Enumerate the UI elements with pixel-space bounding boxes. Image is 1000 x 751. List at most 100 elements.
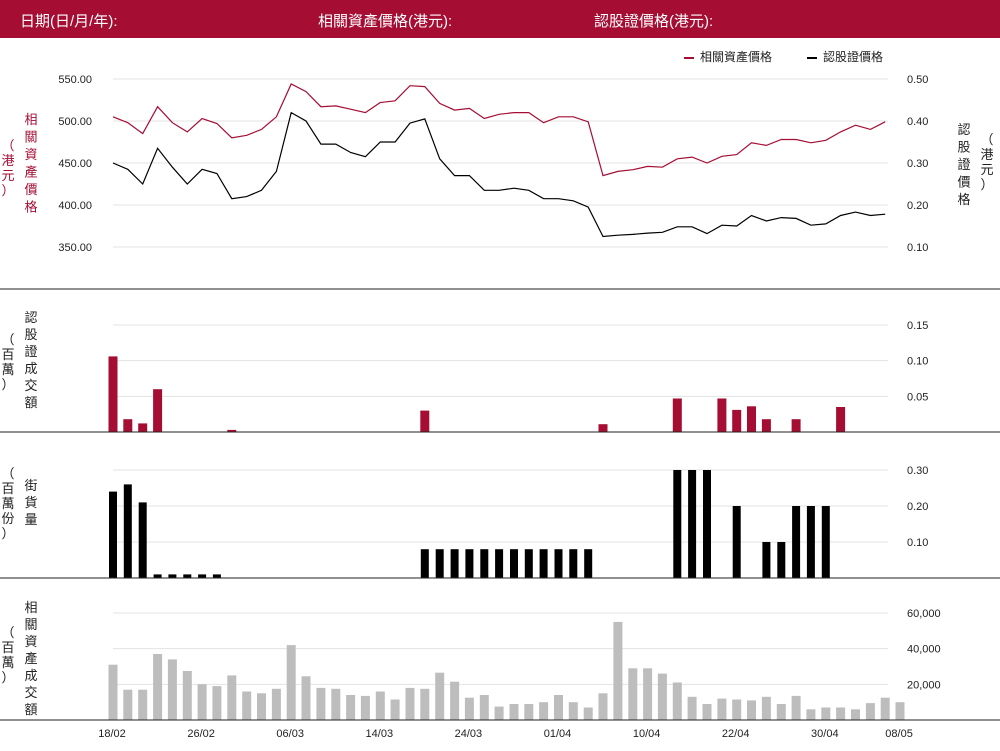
asset-turnover-bar — [301, 676, 311, 720]
outstanding-bar — [109, 491, 117, 578]
outstanding-bar — [539, 549, 548, 578]
asset-turnover-bar — [747, 700, 756, 720]
y-right-tick-label: 0.10 — [907, 356, 928, 368]
asset-turnover-bar — [554, 695, 563, 720]
asset-turnover-bar — [821, 707, 831, 720]
warrant-price-label: 認股證價格(港元): — [594, 13, 714, 30]
x-tick-label: 18/02 — [98, 728, 126, 740]
asset-turnover-bar — [108, 664, 118, 720]
outstanding-bar — [792, 506, 801, 578]
bar-axis-title: 街貨量 — [24, 479, 37, 528]
top-header-bar: 日期(日/月/年): 相關資產價格(港元): 認股證價格(港元): — [0, 0, 1000, 38]
warrant-turnover-bar — [717, 398, 727, 432]
x-tick-label: 08/05 — [885, 728, 913, 740]
asset-turnover-bar — [836, 707, 846, 720]
warrant-turnover-bar — [153, 389, 163, 432]
legend-warrant: 認股證價格 — [807, 48, 883, 65]
asset-turnover-bar — [806, 709, 816, 720]
warrant-price-line — [112, 111, 886, 238]
outstanding-bar — [584, 549, 593, 578]
warrant-turnover-bar — [761, 419, 771, 432]
outstanding-bar — [168, 574, 177, 578]
asset-turnover-bar — [865, 703, 875, 720]
outstanding-bar — [762, 542, 771, 578]
asset-price-label: 相關資產價格(港元): — [318, 13, 453, 30]
outstanding-bar — [450, 549, 459, 578]
asset-turnover-bar — [212, 686, 222, 720]
outstanding-bar — [688, 470, 697, 578]
y-left-tick-label: 350.00 — [58, 242, 92, 254]
x-tick-label: 01/04 — [544, 728, 572, 740]
y-left-tick-label: 550.00 — [58, 74, 92, 86]
x-tick-label: 06/03 — [276, 728, 304, 740]
y-right-tick-label: 0.15 — [907, 320, 928, 332]
bar-axis-title: 認股證成交額 — [24, 310, 37, 411]
asset-turnover-bar — [880, 697, 890, 720]
y-right-tick-label: 0.10 — [907, 242, 928, 254]
asset-turnover-bar — [761, 696, 771, 720]
x-tick-label: 14/03 — [366, 728, 394, 740]
outstanding-bar — [480, 549, 489, 578]
warrant-turnover-bar — [836, 407, 846, 432]
asset-turnover-bar — [732, 699, 742, 720]
asset-turnover-bar — [271, 688, 281, 720]
asset-turnover-bar — [791, 695, 801, 720]
outstanding-bar — [198, 574, 207, 578]
asset-turnover-bar — [613, 621, 623, 720]
asset-turnover-bar — [316, 687, 326, 720]
outstanding-bar — [673, 470, 682, 578]
outstanding-bar — [465, 549, 474, 578]
outstanding-bar — [123, 484, 132, 578]
warrant-turnover-bar — [108, 356, 118, 432]
y-right-tick-label: 0.40 — [907, 116, 928, 128]
warrant-turnover-bar — [123, 419, 133, 432]
bar-axis-unit: （百萬） — [1, 333, 14, 393]
y-right-tick-label: 60,000 — [907, 608, 941, 620]
asset-turnover-bar — [197, 684, 207, 720]
warrant-turnover-bar — [598, 424, 608, 432]
outstanding-bar — [806, 506, 815, 578]
y-right-axis-unit: （港元） — [980, 133, 993, 193]
outstanding-bar — [821, 506, 830, 578]
asset-turnover-bar — [420, 688, 430, 720]
legend-asset: 相關資產價格 — [684, 48, 772, 65]
asset-turnover-bar — [628, 668, 638, 720]
asset-turnover-bar — [464, 697, 474, 720]
asset-turnover-bar — [390, 699, 400, 720]
asset-turnover-bar — [598, 693, 608, 721]
x-tick-label: 26/02 — [187, 728, 215, 740]
outstanding-bar — [183, 574, 192, 578]
outstanding-bar — [153, 574, 162, 578]
asset-turnover-bar — [286, 645, 296, 720]
asset-turnover-bar — [568, 702, 578, 720]
outstanding-bar — [732, 506, 741, 578]
y-right-tick-label: 0.50 — [907, 74, 928, 86]
y-left-tick-label: 400.00 — [58, 200, 92, 212]
asset-turnover-bar — [509, 704, 519, 720]
asset-turnover-bar — [227, 675, 237, 720]
date-label: 日期(日/月/年): — [20, 13, 118, 30]
asset-turnover-bar — [167, 659, 177, 720]
warrant-turnover-bar — [672, 398, 682, 432]
outstanding-bar — [435, 549, 444, 578]
outstanding-bar — [524, 549, 533, 578]
asset-turnover-bar — [539, 702, 549, 720]
outstanding-bar — [212, 574, 221, 578]
bar-axis-title: 相關資產成交額 — [24, 601, 37, 718]
x-tick-label: 22/04 — [722, 728, 750, 740]
asset-turnover-bar — [851, 709, 860, 720]
asset-turnover-bar — [776, 704, 786, 720]
y-right-tick-label: 0.05 — [907, 391, 928, 403]
x-tick-label: 24/03 — [455, 728, 483, 740]
y-left-tick-label: 500.00 — [58, 116, 92, 128]
asset-turnover-bar — [657, 673, 667, 720]
legend-asset-swatch — [684, 56, 694, 59]
asset-turnover-bar — [153, 654, 163, 720]
asset-turnover-bar — [479, 695, 489, 720]
asset-turnover-bar — [524, 704, 534, 720]
y-left-tick-label: 450.00 — [58, 158, 92, 170]
outstanding-bar — [138, 502, 147, 578]
outstanding-bar — [777, 542, 786, 578]
y-right-tick-label: 0.20 — [907, 200, 928, 212]
